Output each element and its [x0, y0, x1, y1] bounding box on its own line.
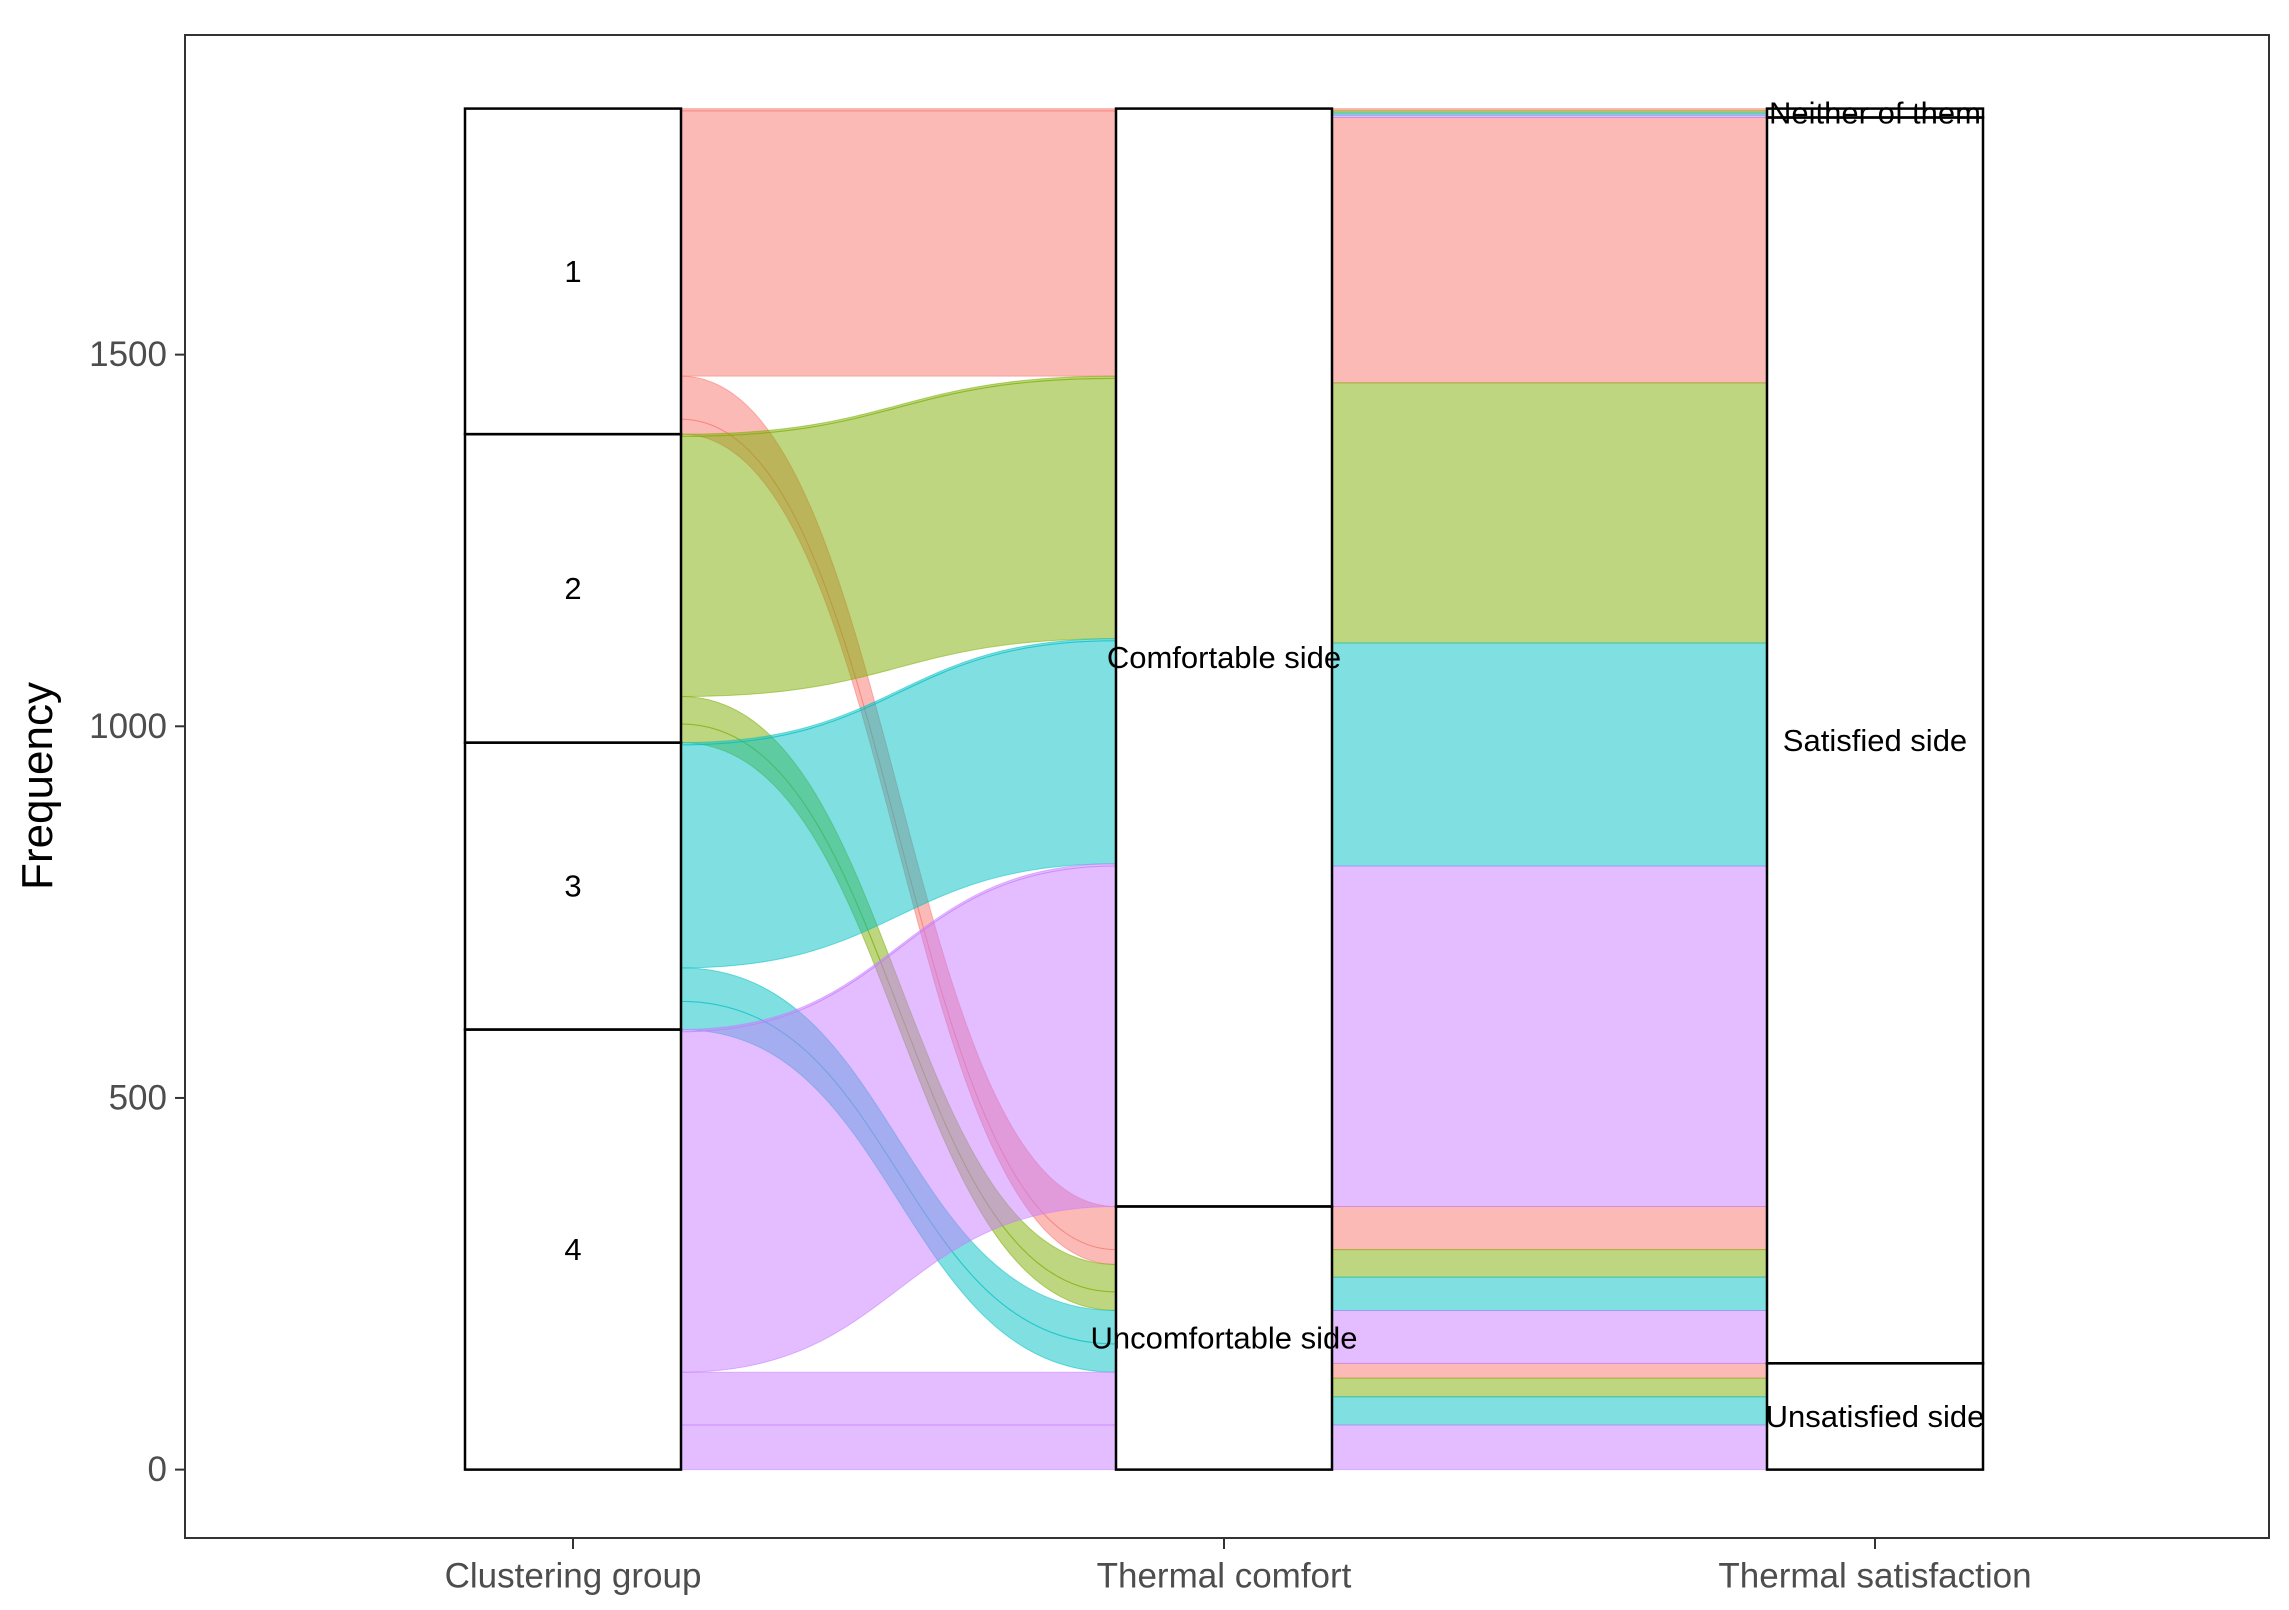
y-tick-label-1500: 1500 — [89, 335, 167, 374]
stratum-label-thermal-satisfaction-unsatisfied-side: Unsatisfied side — [1766, 1399, 1985, 1434]
stratum-box-clustering-group-4 — [463, 1028, 683, 1471]
stratum-label-clustering-group-2: 2 — [564, 571, 581, 606]
y-tick-label-0: 0 — [148, 1450, 167, 1489]
y-axis: 0 500 1000 1500 — [89, 335, 185, 1489]
flow-comfort-satisfaction-g4-comfortable-side-satisfied-side — [1331, 865, 1768, 1207]
flow-comfort-satisfaction-g1-uncomfortable-side-satisfied-side — [1331, 1205, 1768, 1251]
y-axis-title: Frequency — [13, 682, 62, 890]
panel-border — [184, 34, 2270, 1539]
x-tick-label-thermal-satisfaction: Thermal satisfaction — [1718, 1557, 2031, 1596]
stratum-label-thermal-satisfaction-satisfied-side: Satisfied side — [1783, 723, 1967, 758]
flow-comfort-satisfaction-g2-comfortable-side-satisfied-side — [1331, 382, 1768, 644]
y-tick-label-1000: 1000 — [89, 707, 167, 746]
flow-group-comfort-g1-comfortable-side-satisfied-side — [680, 110, 1117, 377]
flow-comfort-satisfaction-g4-uncomfortable-side-unsatisfied-side — [1331, 1424, 1768, 1471]
flow-group-comfort-g4-uncomfortable-side-satisfied-side — [680, 1371, 1117, 1426]
stratum-box-thermal-satisfaction-unsatisfied-side — [1765, 1362, 1985, 1471]
y-tick-label-500: 500 — [109, 1078, 167, 1117]
flow-comfort-satisfaction-g4-comfortable-side-neither-of-them — [1331, 114, 1768, 119]
stratum-label-thermal-comfort-comfortable-side: Comfortable side — [1107, 640, 1341, 675]
stratum-label-thermal-comfort-uncomfortable-side: Uncomfortable side — [1090, 1321, 1357, 1356]
stratum-label-thermal-satisfaction-neither-of-them: Neither of them — [1769, 96, 1981, 131]
stratum-label-clustering-group-3: 3 — [564, 869, 581, 904]
x-tick-label-clustering-group: Clustering group — [445, 1557, 702, 1596]
stratum-box-thermal-comfort-uncomfortable-side — [1114, 1205, 1334, 1471]
flow-comfort-satisfaction-g3-comfortable-side-satisfied-side — [1331, 642, 1768, 867]
flows-layer — [680, 108, 1768, 1471]
flow-group-comfort-g4-uncomfortable-side-unsatisfied-side — [680, 1424, 1117, 1471]
x-axis: Clustering group Thermal comfort Thermal s… — [445, 1538, 2032, 1596]
stratum-label-clustering-group-1: 1 — [564, 254, 581, 289]
flow-comfort-satisfaction-g2-uncomfortable-side-unsatisfied-side — [1331, 1377, 1768, 1398]
flow-comfort-satisfaction-g1-uncomfortable-side-unsatisfied-side — [1331, 1362, 1768, 1379]
x-tick-label-thermal-comfort: Thermal comfort — [1097, 1557, 1352, 1596]
stratum-label-clustering-group-4: 4 — [564, 1232, 581, 1267]
flow-comfort-satisfaction-g1-comfortable-side-satisfied-side — [1331, 117, 1768, 384]
flow-comfort-satisfaction-g2-uncomfortable-side-satisfied-side — [1331, 1249, 1768, 1278]
strata-layer: 1 2 3 4 Comfortable side Uncomfortable side Ne… — [463, 96, 1985, 1471]
flow-comfort-satisfaction-g3-uncomfortable-side-satisfied-side — [1331, 1276, 1768, 1312]
flow-comfort-satisfaction-g4-uncomfortable-side-satisfied-side — [1331, 1310, 1768, 1364]
flow-comfort-satisfaction-g3-uncomfortable-side-unsatisfied-side — [1331, 1396, 1768, 1426]
